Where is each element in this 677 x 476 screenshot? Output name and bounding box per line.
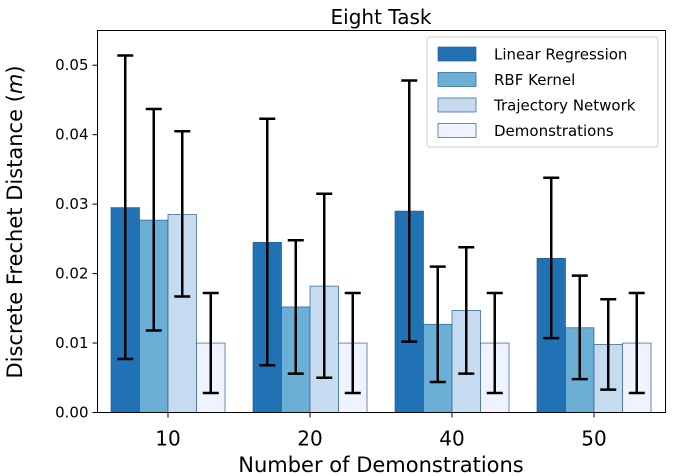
legend-swatch: [437, 72, 477, 87]
error-bar-1-50: [543, 176, 560, 340]
error-bar-2-50: [571, 274, 588, 381]
error-bar-4-50: [628, 291, 645, 395]
y-axis: 0.00 0.01 0.02 0.03 0.04 0.05: [55, 56, 98, 422]
y-tick-label: 0.00: [55, 404, 88, 422]
legend-item-2: RBF Kernel: [437, 71, 575, 89]
legend: Linear Regression RBF Kernel Trajectory Ne…: [426, 36, 659, 148]
y-axis-label-part-3: ): [3, 65, 27, 73]
legend-swatch: [437, 123, 477, 138]
error-bar-2-10: [145, 107, 162, 332]
legend-label: Demonstrations: [494, 122, 614, 140]
x-tick-label-20: 20: [297, 427, 322, 451]
x-tick-label-40: 40: [439, 427, 464, 451]
error-bar-2-40: [429, 265, 446, 384]
y-axis-label-part-1: Discrete Frechet Distance (: [3, 94, 27, 378]
error-bar-1-40: [401, 79, 418, 343]
error-bars-group: [117, 54, 645, 395]
legend-label: RBF Kernel: [494, 71, 575, 89]
y-tick-label: 0.04: [55, 126, 88, 144]
plot-frame: [97, 30, 666, 413]
y-axis-label-unit: m: [3, 74, 27, 94]
legend-label: Linear Regression: [494, 46, 627, 64]
y-tick-label: 0.01: [55, 334, 88, 352]
x-tick-label-10: 10: [155, 427, 180, 451]
error-bar-3-10: [174, 129, 191, 298]
error-bar-3-20: [316, 192, 333, 380]
legend-swatch: [437, 46, 477, 62]
x-tick-label-50: 50: [581, 427, 606, 451]
legend-item-3: Trajectory Network: [437, 97, 636, 115]
y-axis-label: Discrete Frechet Distance (m): [3, 65, 27, 378]
legend-item-1: Linear Regression: [437, 46, 627, 64]
error-bar-4-10: [202, 291, 219, 395]
legend-item-4: Demonstrations: [437, 122, 614, 140]
legend-swatch: [437, 97, 477, 113]
x-axis: 10 20 40 50: [155, 412, 607, 451]
y-tick-label: 0.02: [55, 265, 88, 283]
error-bar-3-40: [458, 245, 475, 375]
chart-title: Eight Task: [331, 5, 432, 29]
y-tick-label: 0.03: [55, 195, 88, 213]
error-bar-1-10: [117, 54, 134, 361]
x-axis-label: Number of Demonstrations: [238, 453, 524, 476]
legend-box: [426, 36, 659, 148]
legend-label: Trajectory Network: [493, 97, 636, 115]
error-bar-4-20: [344, 291, 361, 395]
error-bar-3-50: [600, 298, 617, 391]
error-bar-1-20: [259, 117, 276, 367]
error-bar-4-40: [486, 291, 503, 395]
y-tick-label: 0.05: [55, 56, 88, 74]
error-bar-2-20: [287, 239, 304, 375]
bars-group: [110, 207, 652, 413]
